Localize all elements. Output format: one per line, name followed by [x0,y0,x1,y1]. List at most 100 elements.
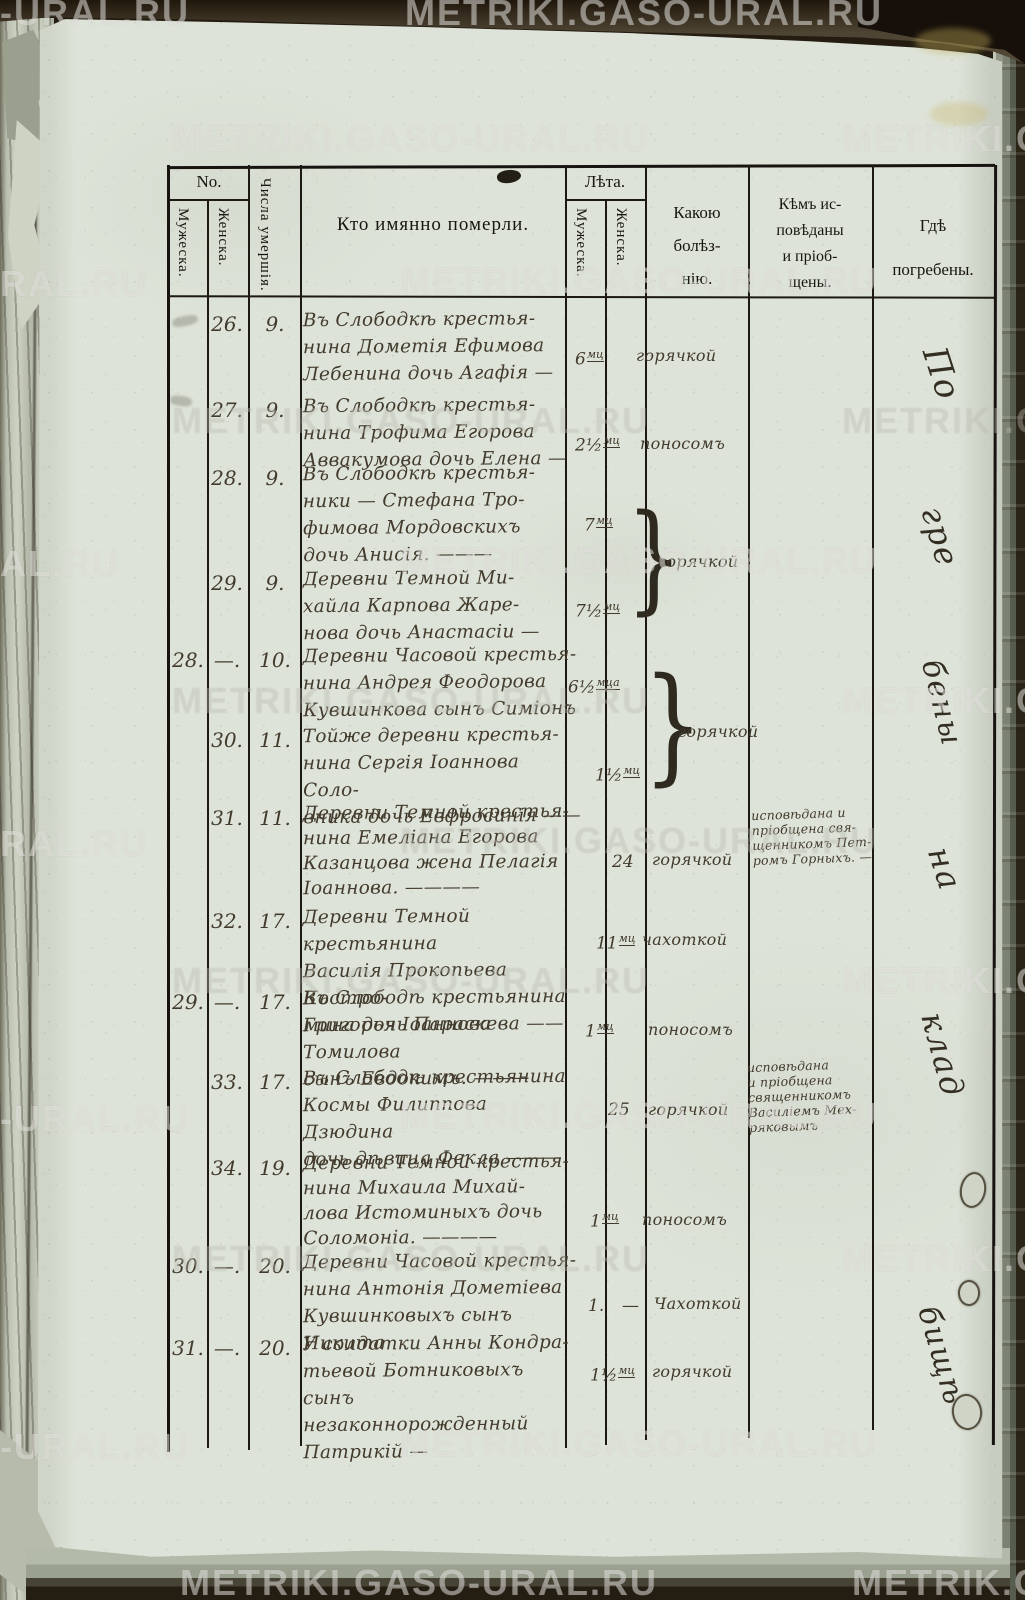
record-line: Космы Филиппова Дзюдина [302,1093,488,1144]
column-header-age-male: Мужеска. [573,208,589,278]
record-line: тьевой Ботниковыхъ сынъ [302,1359,524,1410]
age-female-entry: 7мц [584,514,613,536]
illness-entry: поносомъ [642,1210,728,1229]
record-line: Въ Слободкѣ крестья- [302,462,536,486]
confession-note: исповѣдана и пріобщена священникомъ Василіе… [747,1056,870,1135]
column-line [748,165,750,1438]
column-line [207,200,209,1448]
death-date: 11. [259,728,291,752]
illness-entry: горячкой [636,346,717,365]
column-header-buried: Гдѣ погребены. [892,216,974,279]
column-line [248,165,250,1450]
age-male-entry: 1. [588,1296,605,1316]
column-header-male: Мужеска. [175,208,191,278]
record-line: Въ Слободѣ крестьянина [302,985,566,1010]
death-date: 9. [265,398,285,422]
illness-entry: чахоткой [642,930,728,949]
record-description: Деревни Часовой крестья-нина Андрея Феод… [303,641,582,724]
age-female-entry: 6мц [575,348,604,370]
record-line: Григорья Іоаннова Томилова [302,1013,492,1064]
record-line: лова Истоминыхъ дочь [303,1201,543,1225]
female-number: —. [213,990,241,1014]
record-description: У солдатки Анны Кондра-тьевой Ботниковых… [302,1329,581,1466]
death-date: 17. [259,990,291,1014]
death-date: 9. [265,466,285,490]
record-line: нина Емеліана Егорова [302,826,539,850]
illness-entry: горячкой [658,552,739,571]
column-line [872,165,874,1430]
record-line: Деревни Темной крестья- [302,1150,570,1175]
column-header-female: Женска. [215,208,231,267]
death-date: 10. [259,648,291,672]
age-female-entry: — [622,1296,639,1316]
death-date: 19. [259,1156,291,1180]
record-description: Въ Слободкѣ крестья-нина Дометія Ефимова… [303,305,582,388]
age-male-entry: 1мц [585,1020,614,1042]
record-description: Въ Слободкѣ крестья-ники — Стефана Тро-ф… [303,459,582,569]
female-number: 32. [211,909,243,933]
record-line: нина Дометія Ефимова [302,335,545,359]
confession-note: исповѣдана и пріобщена свя-щенникомъ Пет-… [751,804,873,868]
death-date: 20. [259,1336,291,1360]
illness-entry: Чахоткой [654,1294,742,1313]
female-number: —. [213,648,241,672]
female-number: 33. [211,1070,243,1094]
record-line: фимова Мордовскихъ [303,516,521,540]
column-header-age-female: Женска. [613,208,629,267]
male-number: 31. [172,1336,204,1360]
record-description: Деревни Темной крестья-нина Михаила Миха… [303,1149,582,1251]
illness-entry: горячкой [648,1100,729,1119]
illness-entry: горячкой [652,1362,733,1381]
record-line: нина Трофима Егорова [302,421,536,445]
record-line: Лебенина дочь Агафія — [303,362,554,386]
record-line: нина Сергія Іоаннова Соло- [302,751,520,802]
death-date: 17. [259,1070,291,1094]
column-header-confessed: Кѣмъ ис- повѣданы и пріоб- щены. [776,196,844,291]
age-male-entry: 6½мца [568,676,620,698]
record-line: незаконнорожденный Патрикій — [303,1413,529,1464]
record-line: хайла Карпова Жаре- [302,594,520,618]
paper-hole [958,1280,980,1306]
female-number: 29. [211,571,243,595]
record-line: Деревни Часовой крестья- [302,643,577,668]
age-female-entry: 7½мц [575,600,621,622]
column-header-no: No. [196,172,222,191]
male-number: 29. [172,990,204,1014]
age-female-entry: 25 [608,1100,630,1120]
column-line [300,165,302,1446]
death-date: 9. [265,571,285,595]
column-line [565,165,567,1448]
record-description: Деревни Темной Ми-хайла Карпова Жаре-нов… [303,564,582,647]
record-line: Казанцова жена Пелагія [303,850,559,875]
column-line [605,200,607,1445]
record-line: Деревни Темной Ми- [302,567,515,591]
record-line: Деревни Темной крестьянина [302,905,471,956]
no-group-underline [170,199,248,201]
illness-entry: поносомъ [648,1020,734,1039]
illness-entry: горячкой [678,722,759,741]
female-number: 34. [211,1156,243,1180]
record-line: Деревни Темной крестья- [302,800,570,825]
illness-entry: поносомъ [640,434,726,453]
record-description: Деревни Темной крестья-нина Емеліана Его… [303,799,582,901]
record-line: Тойже деревни крестья- [302,723,560,748]
record-line: Въ Слободкѣ крестья- [302,394,536,418]
column-line [645,165,647,1440]
female-number: 28. [211,466,243,490]
age-male-entry: 1½мц [590,1364,636,1386]
column-header-death-date: Числа умершія. [257,178,273,292]
record-line: нина Антонія Дометіева [302,1276,563,1301]
female-number: 26. [211,312,243,336]
record-line: Въ Слободѣ крестьянина [302,1065,566,1090]
record-line: нина Андрея Феодорова [302,671,547,695]
death-date: 20. [259,1254,291,1278]
female-number: —. [213,1254,241,1278]
paper-stain [915,28,991,54]
female-number: 27. [211,398,243,422]
illness-entry: горячкой [652,850,733,869]
paper-stain [930,102,988,126]
shared-illness-brace: } [643,651,704,798]
record-line: У солдатки Анны Кондра- [302,1331,570,1356]
column-header-illness: Какою болѣз- нію. [673,203,721,288]
